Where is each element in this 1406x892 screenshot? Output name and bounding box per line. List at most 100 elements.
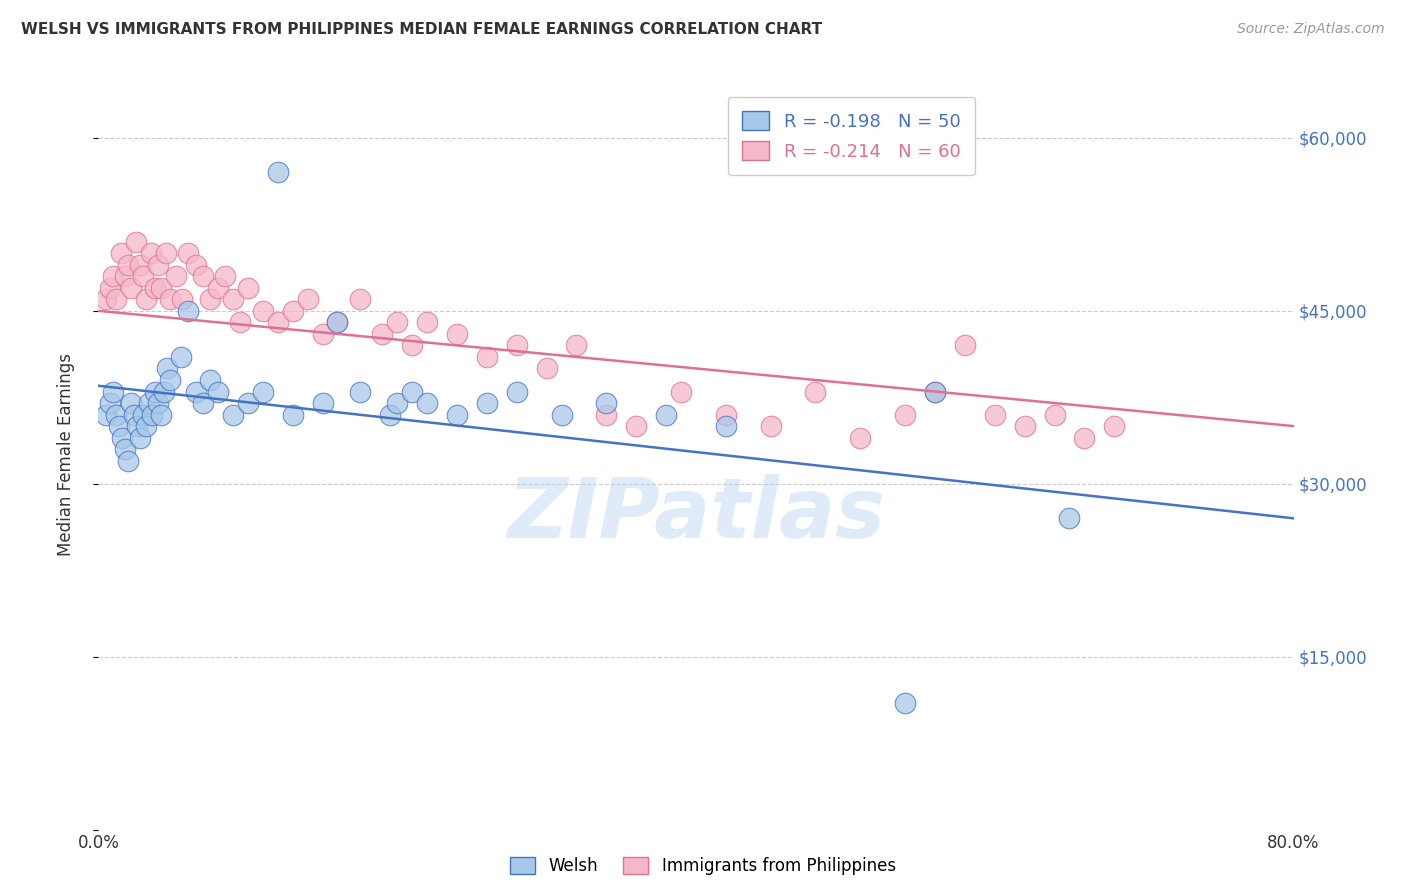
Point [506,338,529,352]
Point [191,269,214,284]
Point [669,384,692,399]
Point [506,384,529,399]
Point [165,269,187,284]
Point [200,373,222,387]
Point [236,396,259,410]
Point [129,431,152,445]
Point [595,408,617,422]
Point [214,269,236,284]
Point [222,293,245,307]
Text: Source: ZipAtlas.com: Source: ZipAtlas.com [1237,22,1385,37]
Point [416,396,439,410]
Point [1014,419,1036,434]
Point [105,408,128,422]
Point [98,281,122,295]
Point [236,281,259,295]
Point [125,235,148,249]
Point [184,384,207,399]
Point [371,326,394,341]
Point [207,281,229,295]
Point [148,258,170,272]
Point [98,396,122,410]
Point [281,303,304,318]
Point [141,408,163,422]
Point [804,384,827,399]
Point [446,326,468,341]
Point [169,350,191,364]
Point [326,315,349,329]
Point [565,338,588,352]
Point [150,281,173,295]
Point [117,453,139,467]
Y-axis label: Median Female Earnings: Median Female Earnings [56,353,75,557]
Point [924,384,946,399]
Point [159,293,181,307]
Point [401,384,423,399]
Point [416,315,439,329]
Point [326,315,349,329]
Point [135,293,157,307]
Legend: R = -0.198   N = 50, R = -0.214   N = 60: R = -0.198 N = 50, R = -0.214 N = 60 [728,97,974,175]
Point [132,269,155,284]
Point [655,408,678,422]
Point [550,408,572,422]
Point [378,408,401,422]
Text: WELSH VS IMMIGRANTS FROM PHILIPPINES MEDIAN FEMALE EARNINGS CORRELATION CHART: WELSH VS IMMIGRANTS FROM PHILIPPINES MED… [21,22,823,37]
Point [117,258,139,272]
Point [139,246,162,260]
Point [281,408,304,422]
Point [924,384,946,399]
Point [222,408,245,422]
Point [155,246,177,260]
Point [311,326,333,341]
Point [94,293,117,307]
Point [103,384,125,399]
Point [759,419,782,434]
Point [1059,511,1081,525]
Point [138,396,160,410]
Point [110,246,132,260]
Point [150,408,173,422]
Point [159,373,181,387]
Point [120,396,142,410]
Point [385,396,409,410]
Point [148,396,170,410]
Point [114,442,136,457]
Point [108,419,131,434]
Point [714,408,737,422]
Point [984,408,1007,422]
Point [132,408,155,422]
Point [849,431,872,445]
Point [446,408,468,422]
Point [120,281,142,295]
Point [536,361,558,376]
Point [714,419,737,434]
Point [172,293,194,307]
Point [156,361,179,376]
Point [311,396,333,410]
Point [401,338,423,352]
Point [153,384,176,399]
Point [143,281,166,295]
Point [1043,408,1066,422]
Point [127,419,149,434]
Point [252,303,274,318]
Point [595,396,617,410]
Point [1104,419,1126,434]
Text: ZIPatlas: ZIPatlas [508,475,884,556]
Point [177,246,200,260]
Point [953,338,976,352]
Point [349,384,371,399]
Point [135,419,157,434]
Point [111,431,134,445]
Point [177,303,200,318]
Point [475,396,498,410]
Legend: Welsh, Immigrants from Philippines: Welsh, Immigrants from Philippines [502,849,904,884]
Point [475,350,498,364]
Point [103,269,125,284]
Point [114,269,136,284]
Point [207,384,229,399]
Point [894,696,917,710]
Point [105,293,128,307]
Point [626,419,648,434]
